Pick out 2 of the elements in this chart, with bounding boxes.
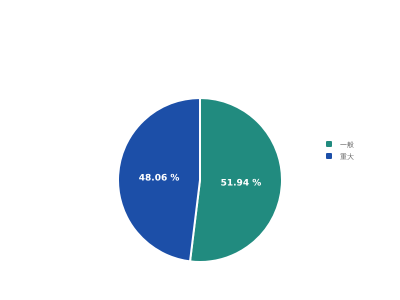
data-label: 51.94 % — [220, 178, 262, 188]
data-label: 48.06 % — [138, 174, 180, 184]
